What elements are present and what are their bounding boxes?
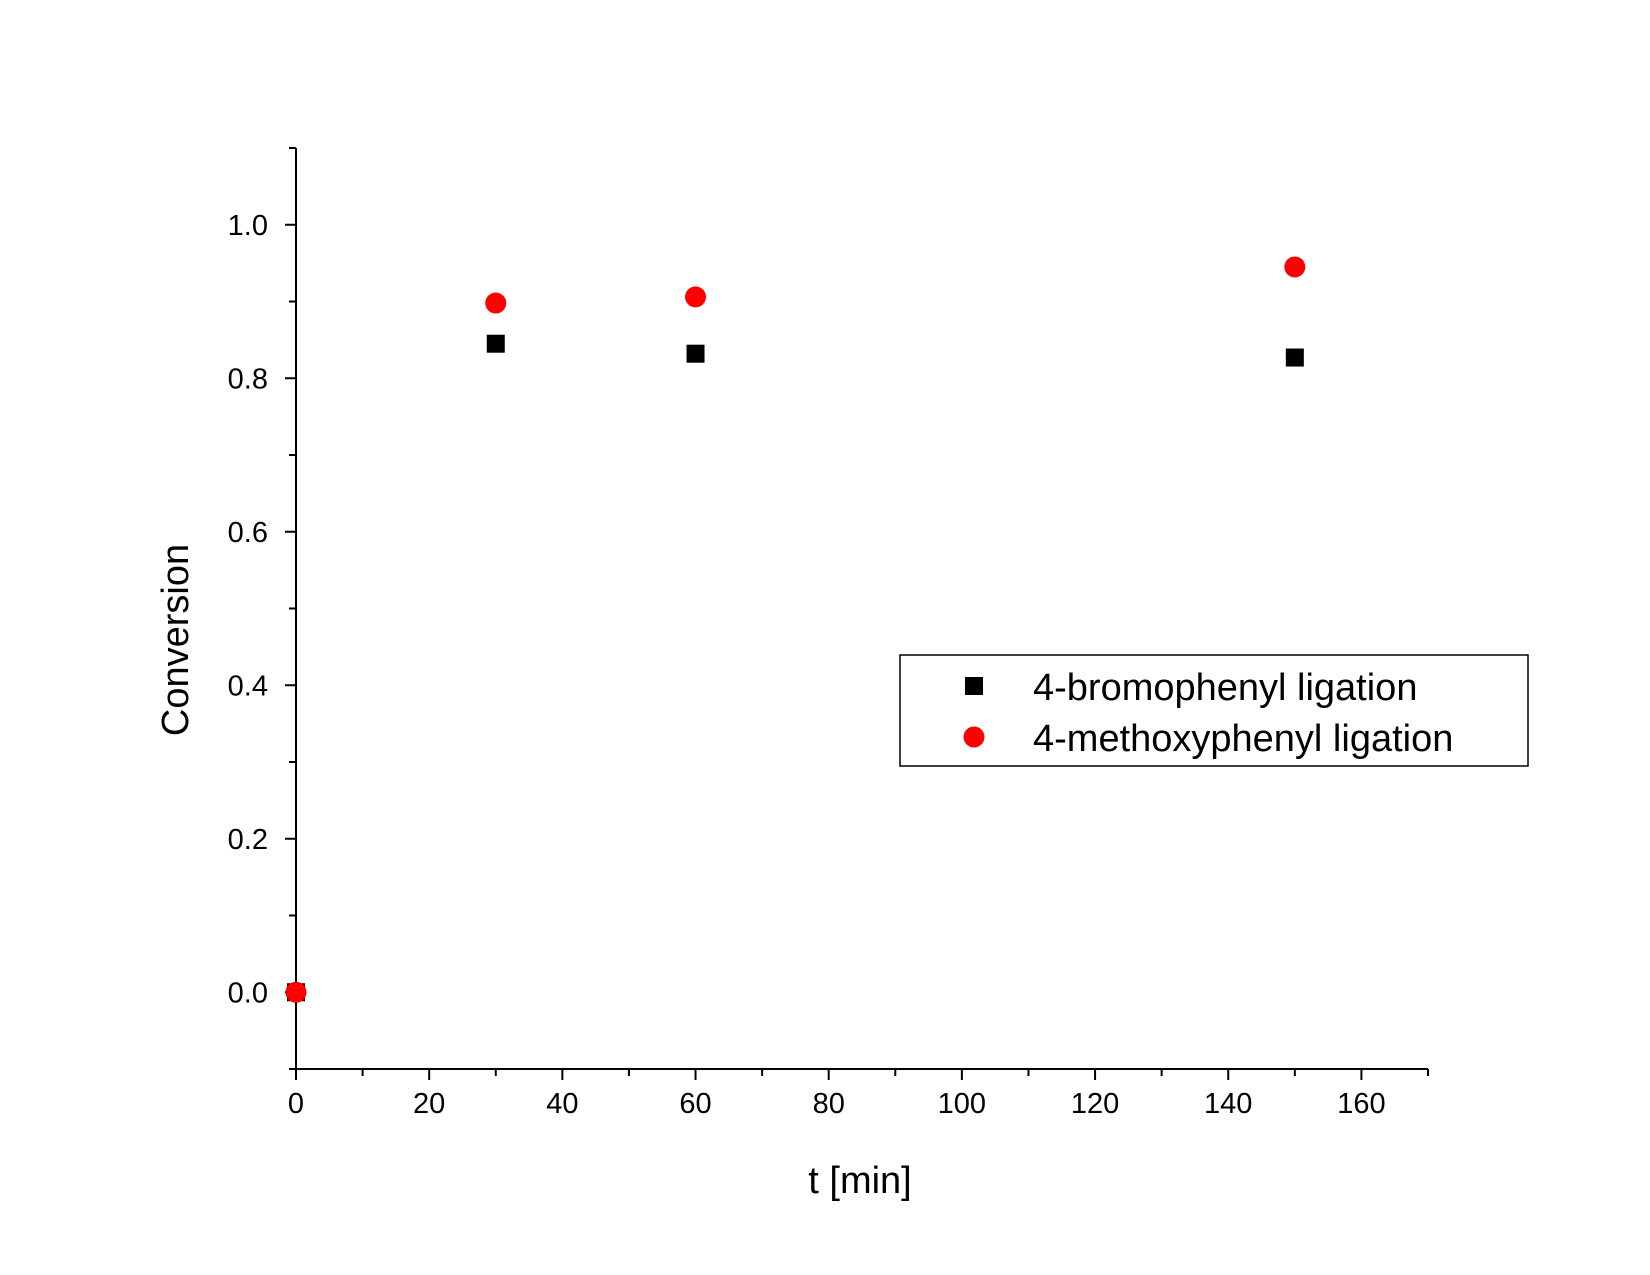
y-tick-label: 1.0 [228,210,268,242]
data-point-circle [485,292,507,314]
y-tick-label: 0.6 [228,517,268,549]
y-tick-label: 0.4 [228,670,268,702]
x-tick-label: 100 [938,1088,986,1120]
legend-label-methoxyphenyl: 4-methoxyphenyl ligation [1033,718,1453,760]
y-tick-label: 0.8 [228,363,268,395]
y-tick-label: 0.0 [228,977,268,1009]
legend-label-bromophenyl: 4-bromophenyl ligation [1033,667,1417,709]
legend-marker-methoxyphenyl [963,726,985,748]
x-tick-label: 20 [413,1088,445,1120]
legend: 4-bromophenyl ligation 4-methoxyphenyl l… [899,654,1529,767]
data-point-square [486,334,505,353]
data-marks [285,256,1306,1003]
x-axis-title: t [min] [808,1160,911,1202]
x-tick-label: 80 [813,1088,845,1120]
x-tick-label: 60 [679,1088,711,1120]
x-tick-label: 120 [1071,1088,1119,1120]
data-point-circle [685,286,707,308]
x-tick-label: 140 [1204,1088,1252,1120]
legend-frame [899,654,1529,767]
data-point-circle [1284,256,1306,278]
y-axis-title: Conversion [155,544,197,736]
y-tick-label: 0.2 [228,824,268,856]
x-tick-label: 40 [546,1088,578,1120]
legend-marker-bromophenyl [965,677,983,695]
data-point-circle [285,981,307,1003]
x-tick-label: 0 [288,1088,304,1120]
x-tick-label: 160 [1337,1088,1385,1120]
data-point-square [1285,348,1304,367]
data-point-square [686,344,705,363]
ticks [285,147,1429,1080]
axes [295,148,1428,1070]
tick-labels: 0 20 40 60 80 100 120 140 160 0.0 0.2 0.4 0.6 0.8 1.0 [228,210,1386,1120]
